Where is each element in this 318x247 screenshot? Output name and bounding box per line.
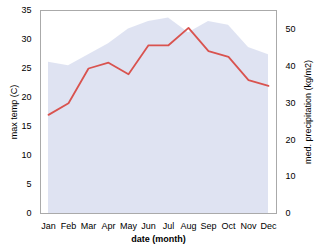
svg-text:Apr: Apr — [101, 221, 115, 231]
svg-text:0: 0 — [286, 208, 291, 218]
svg-text:20: 20 — [21, 92, 31, 102]
svg-text:Nov: Nov — [240, 221, 257, 231]
svg-text:Jan: Jan — [41, 221, 56, 231]
svg-text:May: May — [120, 221, 138, 231]
svg-text:Jul: Jul — [163, 221, 175, 231]
svg-text:Jun: Jun — [141, 221, 156, 231]
svg-text:30: 30 — [286, 98, 296, 108]
svg-text:25: 25 — [21, 63, 31, 73]
svg-text:15: 15 — [21, 121, 31, 131]
svg-text:Aug: Aug — [180, 221, 196, 231]
svg-text:Dec: Dec — [260, 221, 277, 231]
svg-text:0: 0 — [26, 208, 31, 218]
svg-text:Sep: Sep — [200, 221, 216, 231]
svg-text:5: 5 — [26, 179, 31, 189]
svg-text:30: 30 — [21, 34, 31, 44]
svg-text:40: 40 — [286, 61, 296, 71]
svg-text:35: 35 — [21, 5, 31, 15]
svg-text:10: 10 — [21, 150, 31, 160]
svg-text:Mar: Mar — [81, 221, 97, 231]
svg-text:max temp (C): max temp (C) — [9, 85, 19, 140]
svg-text:50: 50 — [286, 24, 296, 34]
svg-text:Oct: Oct — [221, 221, 236, 231]
svg-text:10: 10 — [286, 171, 296, 181]
svg-text:20: 20 — [286, 135, 296, 145]
svg-text:date (month): date (month) — [131, 234, 186, 244]
svg-text:Feb: Feb — [61, 221, 77, 231]
svg-text:med. precipitation (kg/m2): med. precipitation (kg/m2) — [303, 60, 313, 164]
